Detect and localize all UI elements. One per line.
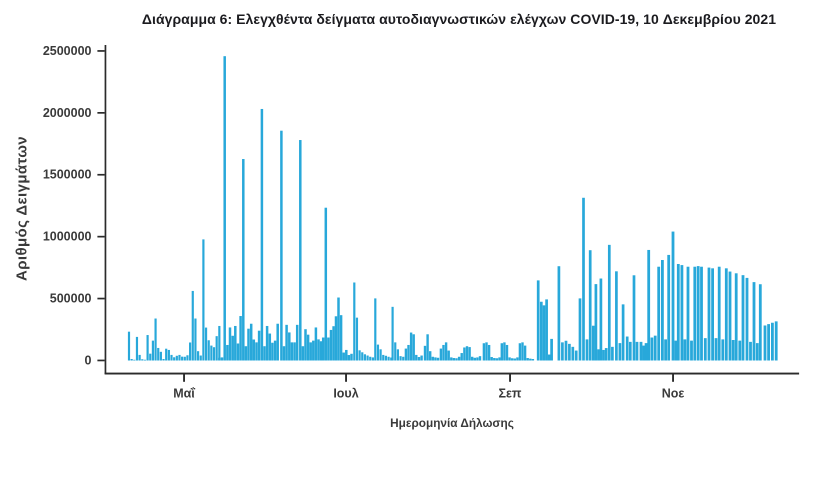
- svg-text:500000: 500000: [50, 292, 92, 306]
- svg-text:Μαΐ: Μαΐ: [173, 387, 195, 401]
- svg-text:2000000: 2000000: [43, 106, 92, 120]
- svg-text:Σεπ: Σεπ: [498, 387, 521, 401]
- svg-text:Ιουλ: Ιουλ: [333, 387, 358, 401]
- svg-text:1000000: 1000000: [43, 230, 92, 244]
- svg-text:0: 0: [85, 353, 92, 367]
- svg-text:Ημερομηνία Δήλωσης: Ημερομηνία Δήλωσης: [390, 416, 514, 430]
- svg-text:Αριθμός Δειγμάτων: Αριθμός Δειγμάτων: [14, 136, 31, 281]
- svg-text:Διάγραμμα 6: Ελεγχθέντα δείγμα: Διάγραμμα 6: Ελεγχθέντα δείγματα αυτοδια…: [142, 11, 776, 27]
- svg-text:1500000: 1500000: [43, 168, 92, 182]
- svg-text:Νοε: Νοε: [662, 387, 685, 401]
- svg-text:2500000: 2500000: [43, 44, 92, 58]
